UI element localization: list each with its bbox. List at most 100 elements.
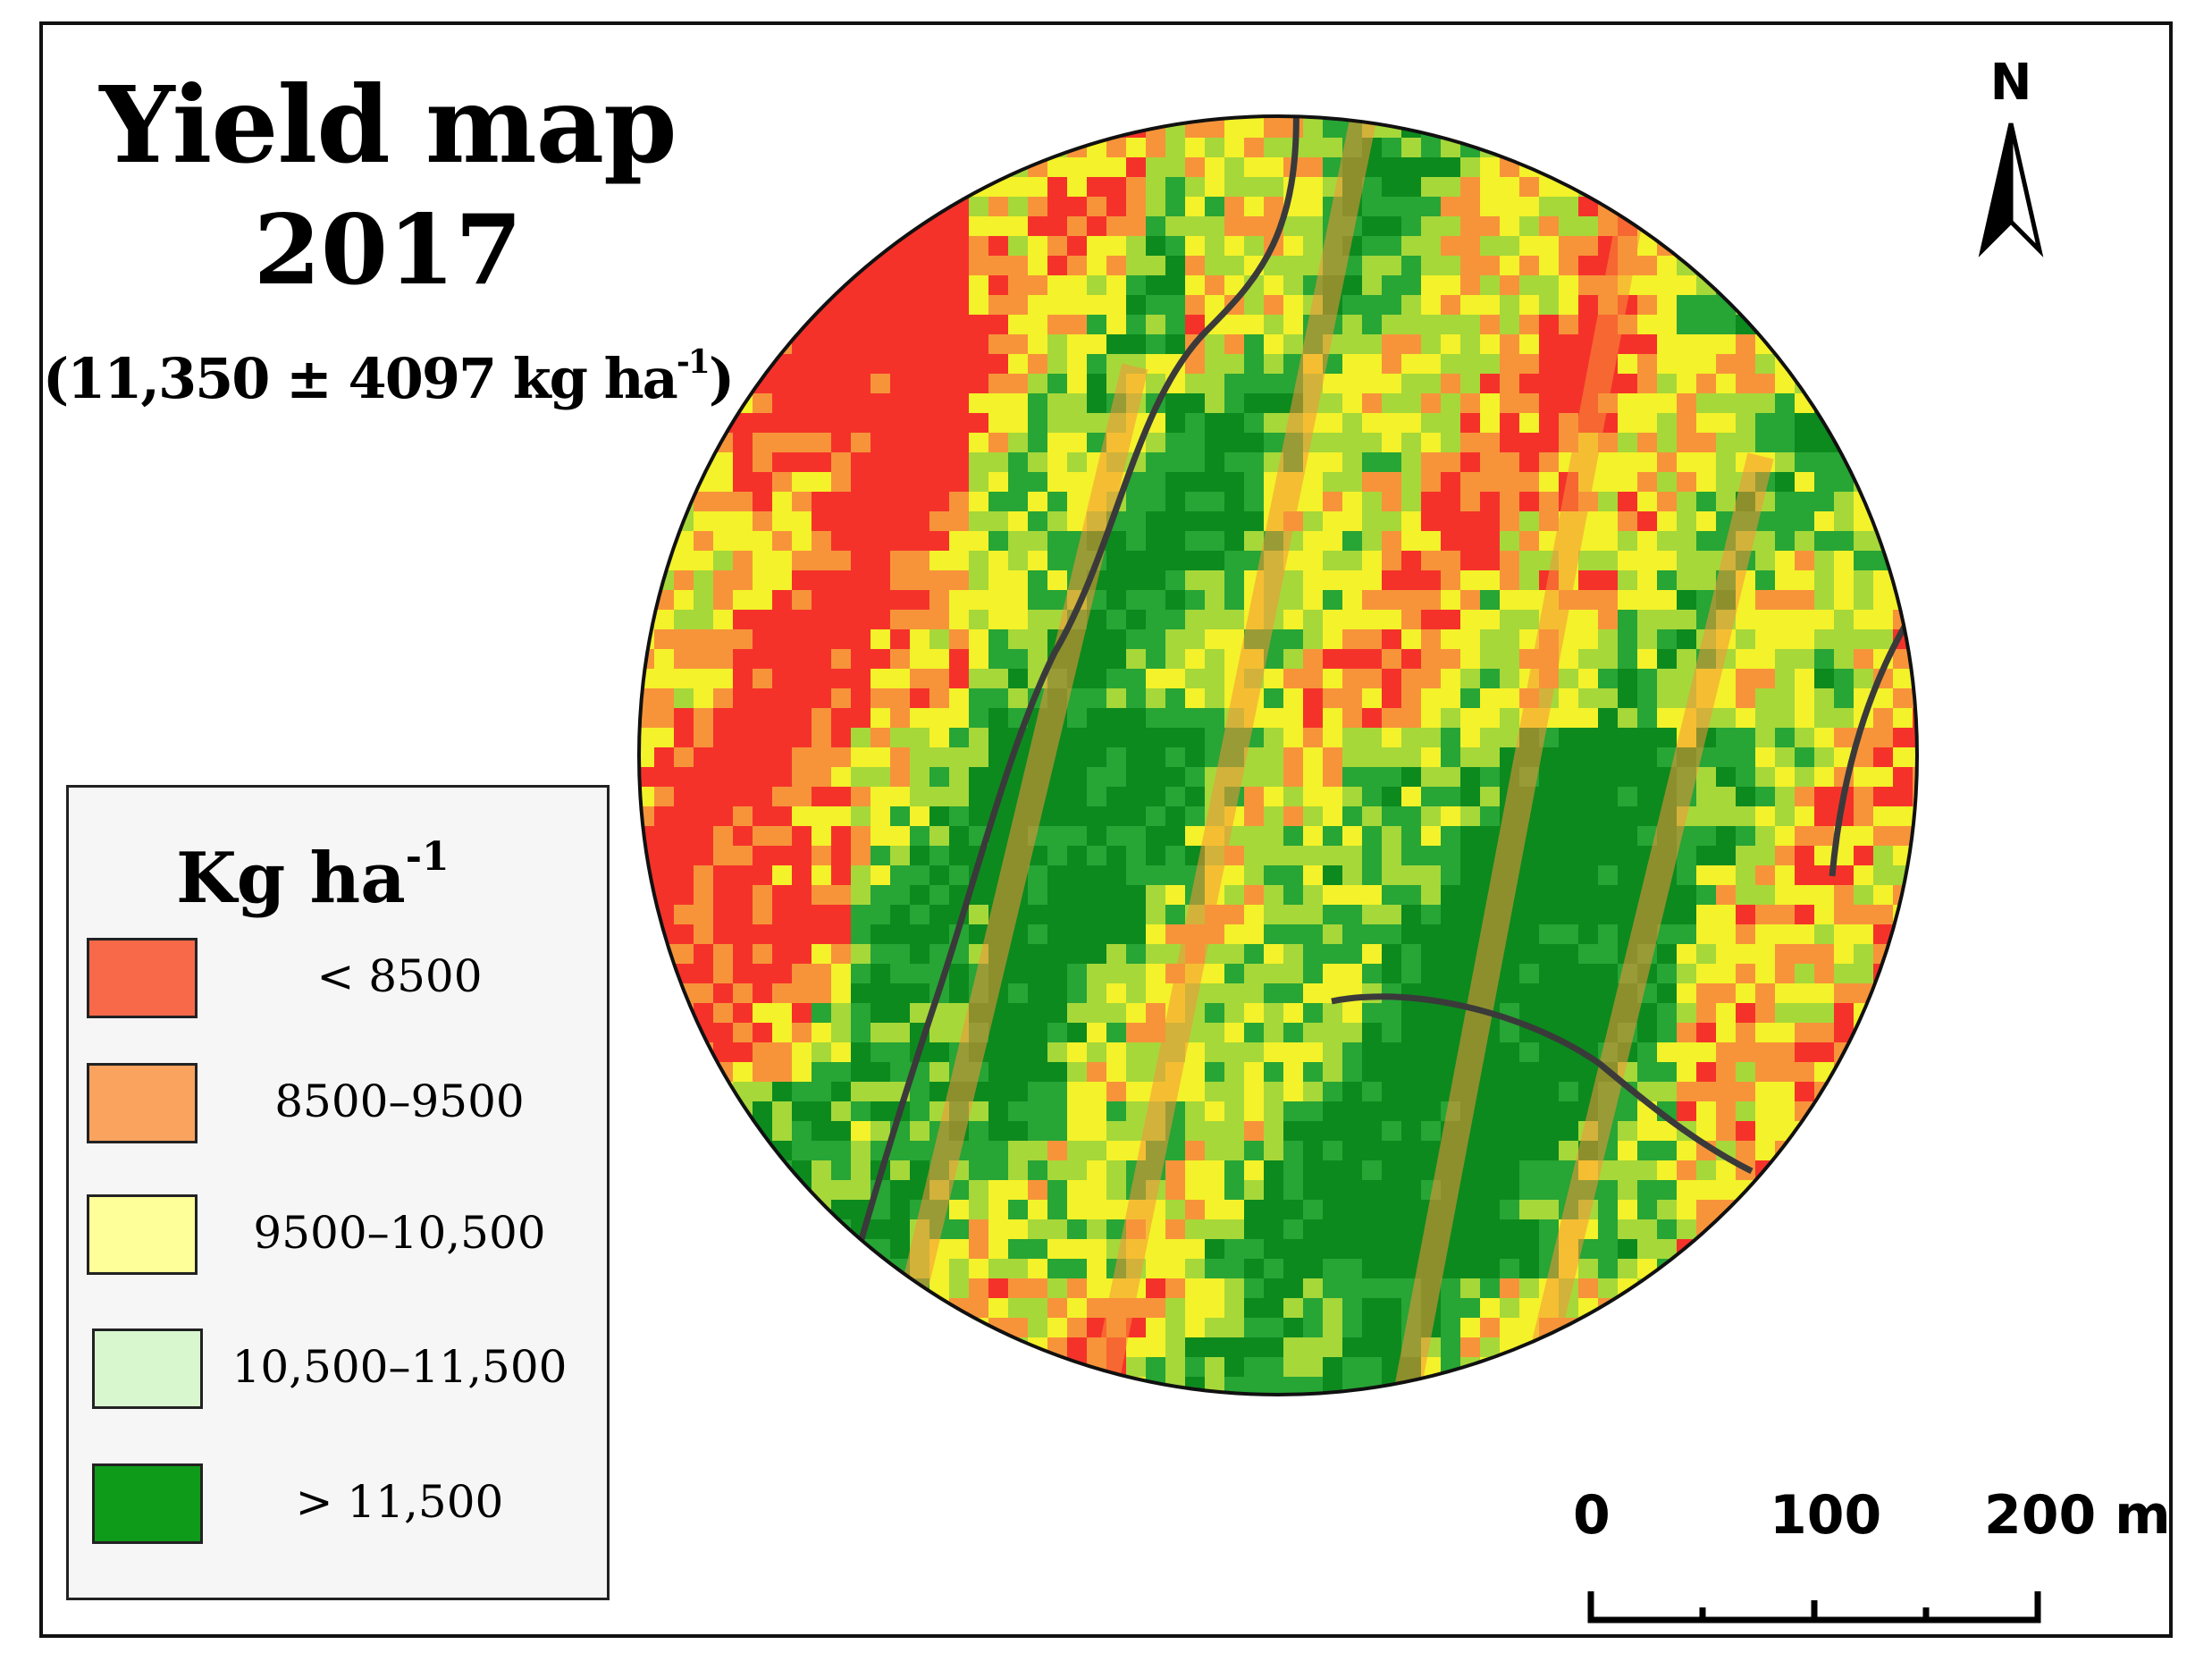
- yield-cell: [1126, 1042, 1147, 1063]
- yield-cell: [1421, 354, 1442, 375]
- yield-cell: [1519, 1200, 1540, 1220]
- yield-cell: [1500, 256, 1520, 276]
- yield-cell: [871, 688, 891, 709]
- yield-cell: [929, 531, 950, 552]
- yield-cell: [969, 924, 989, 945]
- yield-cell: [1480, 452, 1501, 473]
- yield-cell: [753, 728, 773, 748]
- yield-cell: [812, 433, 832, 453]
- yield-cell: [1028, 964, 1048, 984]
- yield-cell: [929, 610, 950, 630]
- yield-cell: [1303, 531, 1324, 552]
- yield-cell: [1028, 1318, 1048, 1338]
- yield-cell: [988, 708, 1009, 729]
- yield-cell: [949, 492, 970, 512]
- yield-cell: [1244, 1042, 1265, 1063]
- yield-cell: [654, 629, 675, 650]
- yield-cell: [1637, 806, 1658, 827]
- yield-cell: [1500, 452, 1520, 473]
- yield-cell: [1500, 511, 1520, 532]
- yield-cell: [1087, 1259, 1107, 1279]
- yield-cell: [1421, 295, 1442, 316]
- yield-cell: [1205, 256, 1225, 276]
- yield-cell: [1244, 216, 1265, 237]
- yield-cell: [1205, 610, 1225, 630]
- yield-cell: [1362, 492, 1383, 512]
- yield-cell: [1382, 433, 1402, 453]
- yield-cell: [1362, 1219, 1383, 1240]
- yield-cell: [929, 590, 950, 611]
- yield-cell: [1539, 1180, 1560, 1201]
- yield-cell: [772, 924, 793, 945]
- yield-cell: [1795, 964, 1815, 984]
- yield-cell: [1677, 865, 1697, 886]
- yield-cell: [831, 983, 852, 1004]
- yield-cell: [1500, 964, 1520, 984]
- yield-cell: [1205, 216, 1225, 237]
- yield-cell: [871, 826, 891, 847]
- yield-cell: [1224, 1180, 1245, 1201]
- yield-cell: [1637, 688, 1658, 709]
- yield-cell: [1559, 1141, 1579, 1161]
- yield-cell: [753, 747, 773, 768]
- yield-cell: [988, 1101, 1009, 1122]
- yield-cell: [1578, 629, 1599, 650]
- yield-cell: [1519, 905, 1540, 925]
- yield-cell: [1165, 747, 1186, 768]
- yield-cell: [1775, 610, 1796, 630]
- yield-cell: [1146, 334, 1166, 355]
- yield-cell: [910, 905, 930, 925]
- yield-cell: [988, 157, 1009, 178]
- yield-cell: [969, 590, 989, 611]
- yield-cell: [1441, 236, 1461, 257]
- yield-cell: [871, 1062, 891, 1083]
- yield-cell: [831, 669, 852, 689]
- yield-cell: [1441, 1259, 1461, 1279]
- yield-cell: [792, 846, 812, 866]
- yield-cell: [1382, 551, 1402, 571]
- yield-cell: [1362, 610, 1383, 630]
- yield-cell: [871, 747, 891, 768]
- yield-cell: [1303, 236, 1324, 257]
- map-subtitle: (11,350 ± 4097 kg ha-1): [39, 343, 736, 411]
- yield-cell: [1460, 256, 1481, 276]
- yield-cell: [1382, 1160, 1402, 1181]
- yield-cell: [1598, 1200, 1619, 1220]
- yield-cell: [1087, 1200, 1107, 1220]
- yield-cell: [1854, 590, 1874, 611]
- yield-cell: [1795, 1023, 1815, 1043]
- yield-cell: [1913, 629, 1917, 650]
- yield-cell: [1480, 1141, 1501, 1161]
- yield-cell: [1519, 1121, 1540, 1142]
- yield-cell: [1755, 1003, 1776, 1024]
- yield-cell: [1598, 1160, 1619, 1181]
- yield-cell: [929, 846, 950, 866]
- yield-cell: [949, 1180, 970, 1201]
- yield-cell: [772, 649, 793, 670]
- yield-cell: [1441, 708, 1461, 729]
- yield-cell: [1382, 787, 1402, 807]
- yield-cell: [1362, 1180, 1383, 1201]
- yield-cell: [694, 531, 714, 552]
- yield-cell: [1775, 433, 1796, 453]
- yield-cell: [1421, 1101, 1442, 1122]
- yield-cell: [1480, 1200, 1501, 1220]
- yield-cell: [1421, 413, 1442, 434]
- yield-cell: [694, 728, 714, 748]
- yield-cell: [1401, 964, 1422, 984]
- yield-cell: [1146, 570, 1166, 591]
- yield-cell: [772, 374, 793, 394]
- yield-cell: [1795, 492, 1815, 512]
- yield-cell: [1067, 177, 1088, 198]
- yield-cell: [733, 551, 753, 571]
- yield-cell: [1008, 1121, 1029, 1142]
- yield-cell: [831, 531, 852, 552]
- yield-cell: [1559, 806, 1579, 827]
- yield-cell: [1441, 924, 1461, 945]
- yield-cell: [1303, 256, 1324, 276]
- yield-cell: [1028, 315, 1048, 335]
- yield-cell: [1500, 1042, 1520, 1063]
- yield-cell: [1283, 629, 1304, 650]
- yield-cell: [1460, 433, 1481, 453]
- yield-cell: [1834, 649, 1855, 670]
